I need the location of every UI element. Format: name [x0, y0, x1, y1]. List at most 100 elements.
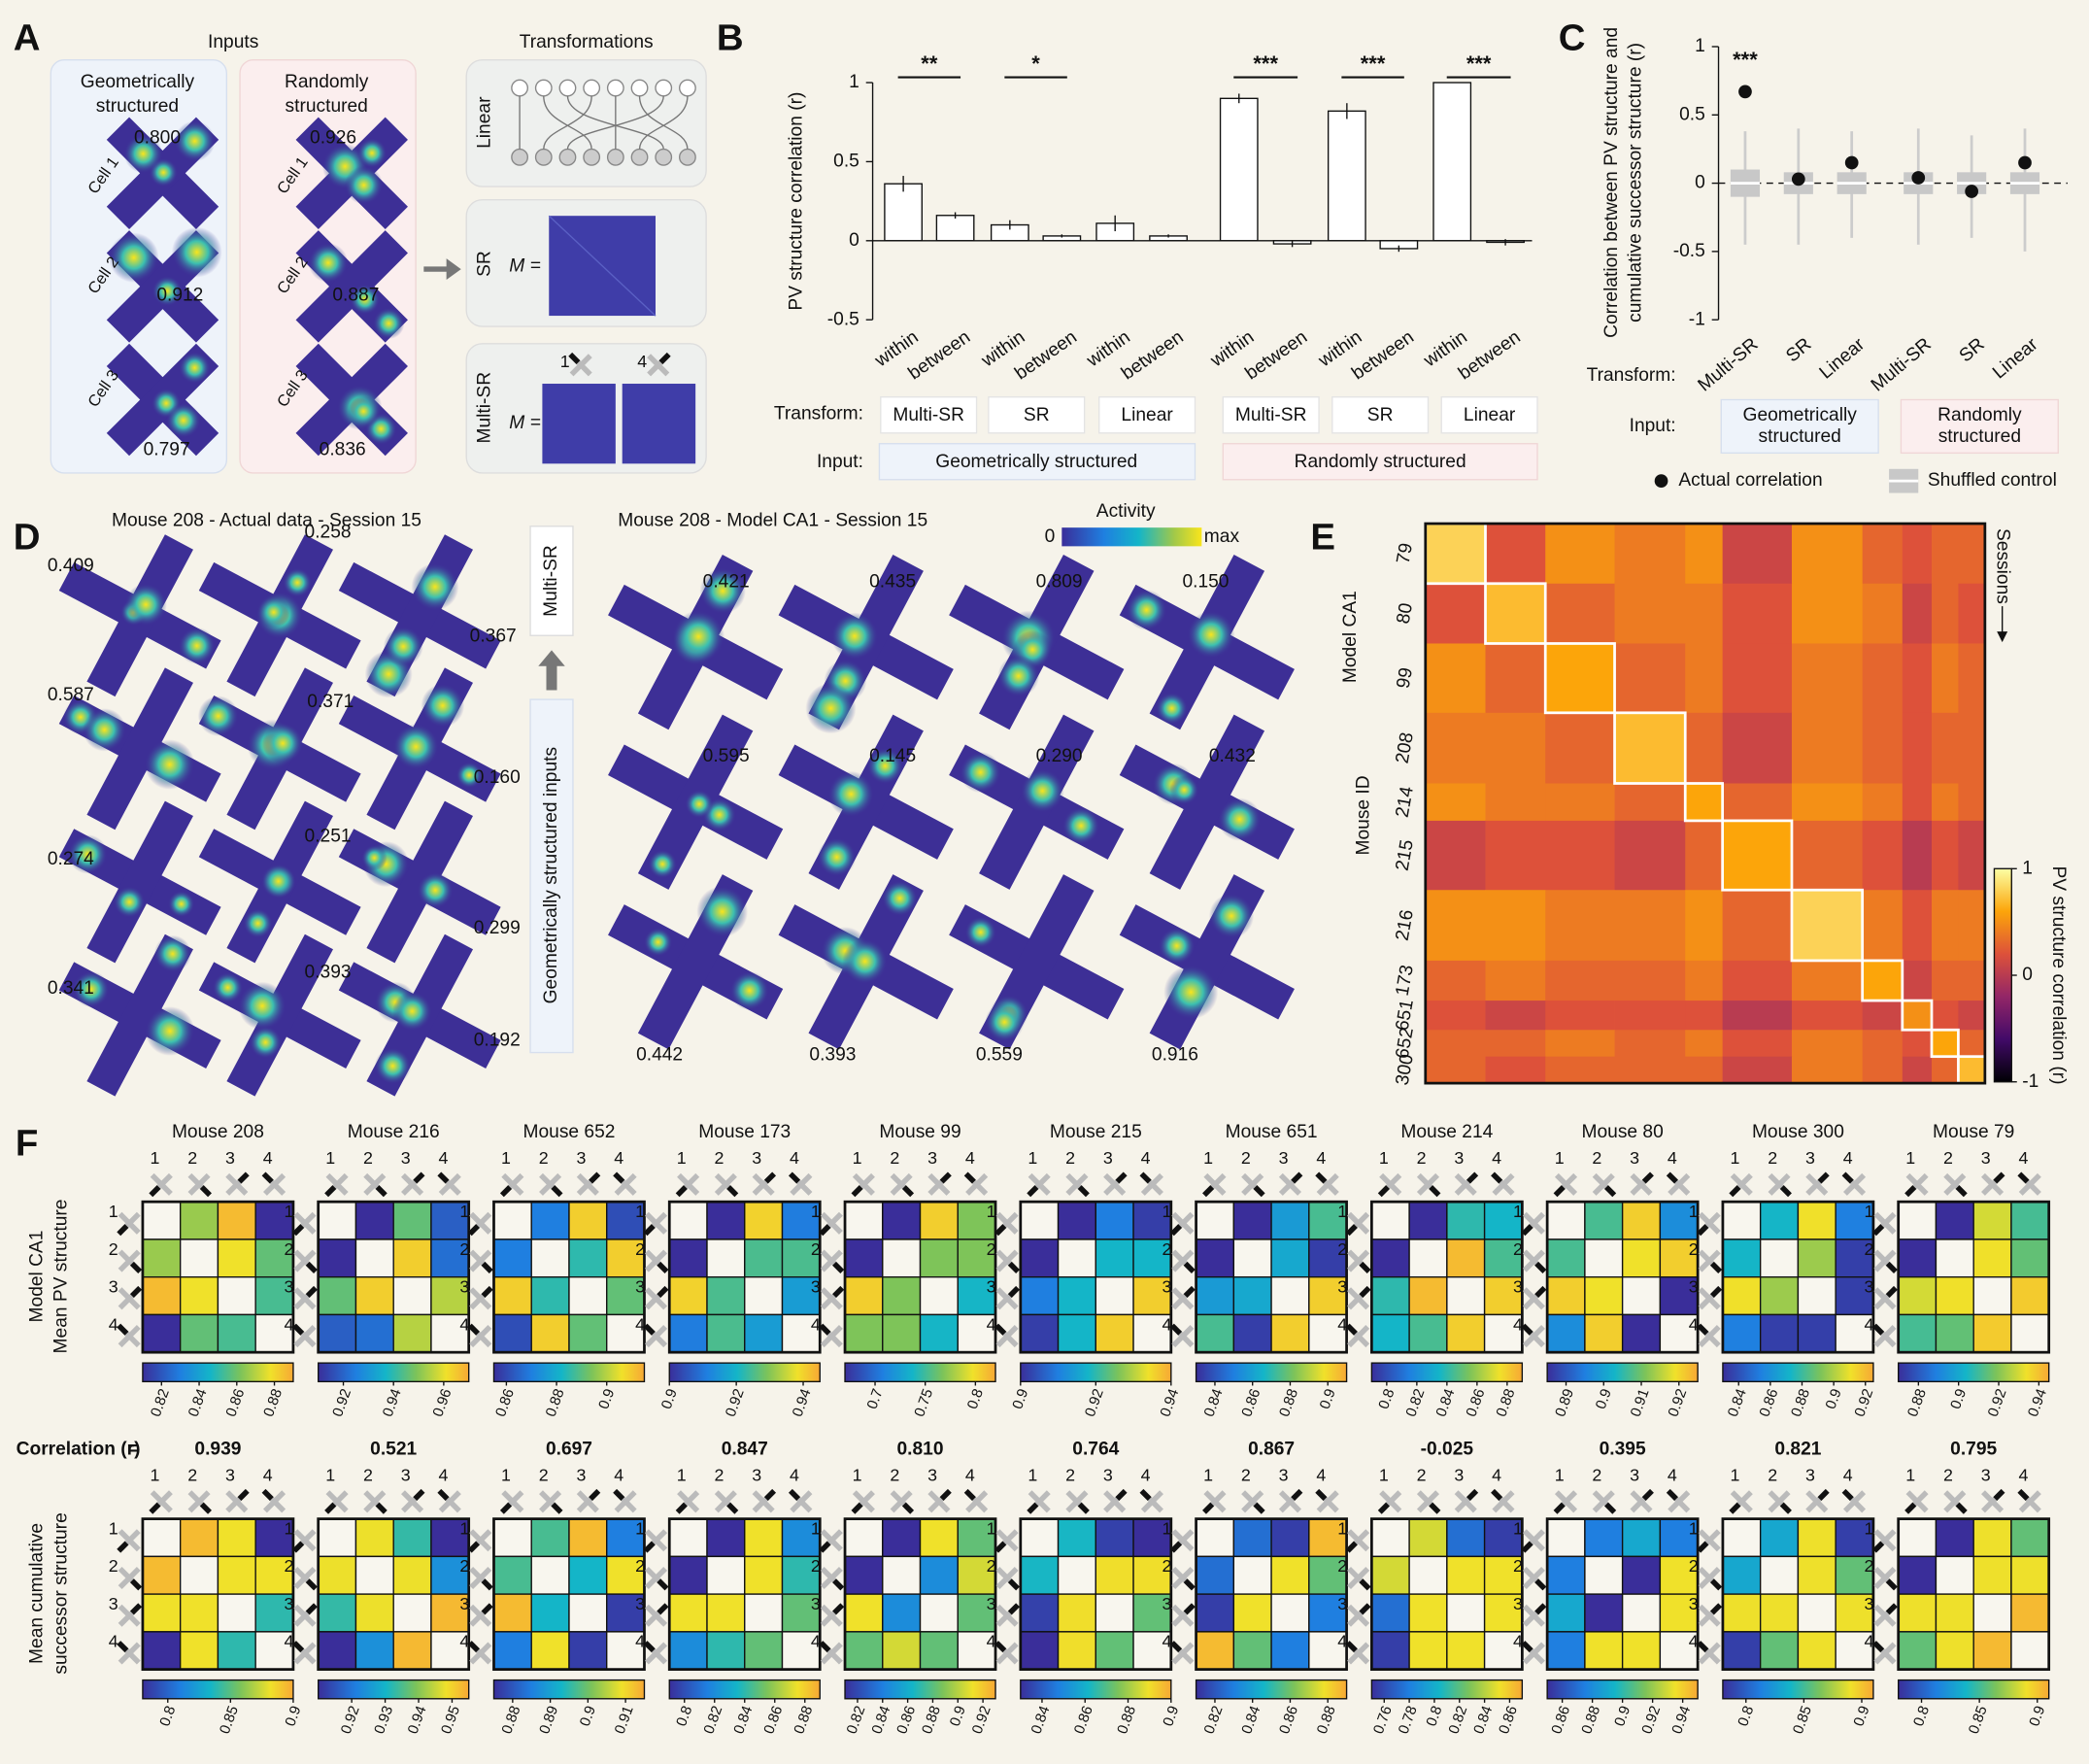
heat-cell	[1685, 524, 1724, 585]
icon	[645, 1249, 668, 1272]
label: 0.595	[703, 746, 750, 766]
index-label: 3	[1981, 1148, 1991, 1168]
icon	[263, 1172, 286, 1196]
heat-cell	[1958, 820, 1986, 891]
matrix-cell	[1370, 1555, 1410, 1595]
label: Mouse ID	[1354, 775, 1374, 855]
icon	[1872, 1224, 1885, 1237]
heat-cell	[1425, 1056, 1486, 1084]
colorbar-tick-label: 0.9	[1611, 1704, 1634, 1729]
icon	[481, 1578, 493, 1591]
field	[260, 864, 296, 899]
icon	[2018, 1490, 2041, 1513]
arm	[295, 230, 408, 343]
icon	[1522, 1642, 1545, 1665]
label: Input:	[817, 452, 863, 472]
diagonal	[548, 215, 657, 317]
index-label: 2	[811, 1239, 821, 1259]
label: PV structure correlation (r)	[2048, 866, 2069, 1085]
heat-cell	[1902, 1056, 1933, 1084]
index-label: 4	[1141, 1465, 1151, 1484]
index-label: 2	[635, 1239, 645, 1259]
matrix-cell	[530, 1275, 570, 1316]
colorbar-tick-label: 0.9	[577, 1704, 599, 1729]
axis-label: Correlation between PV structure and	[1601, 27, 1622, 338]
matrix-cell	[1408, 1201, 1448, 1240]
icon	[1522, 1249, 1545, 1272]
heat-cell	[1862, 524, 1904, 585]
icon	[1521, 1641, 1533, 1653]
node	[655, 148, 673, 166]
index-label: 3	[109, 1594, 118, 1613]
heat-cell	[1722, 1030, 1793, 1058]
matrix-cell	[2010, 1201, 2050, 1240]
diagonal-cell	[1898, 1201, 1937, 1240]
icon	[820, 1566, 843, 1590]
icon	[851, 1185, 863, 1198]
heat-cell	[1545, 783, 1615, 822]
frame	[1019, 1517, 1173, 1671]
icon	[1522, 1566, 1545, 1590]
matrix-cell	[392, 1201, 432, 1240]
field	[257, 595, 290, 628]
icon	[819, 1224, 831, 1237]
legend-label: Actual correlation	[1678, 470, 1822, 491]
panel-label: C	[1559, 17, 1586, 58]
diagonal-cell	[1722, 1201, 1762, 1240]
icon	[1885, 1285, 1898, 1298]
field	[411, 562, 459, 611]
frame	[843, 1517, 997, 1671]
icon	[1841, 1488, 1854, 1501]
icon	[1202, 1502, 1215, 1514]
icon	[1534, 1285, 1547, 1298]
field	[685, 790, 714, 819]
matrix-cell	[318, 1631, 357, 1671]
icon	[437, 1488, 450, 1501]
matrix-cell	[1370, 1275, 1410, 1316]
index-label: 1	[1203, 1148, 1213, 1168]
index-label: 2	[539, 1148, 549, 1168]
field	[866, 747, 904, 785]
icon	[1429, 1185, 1441, 1198]
matrix-cell	[1797, 1238, 1836, 1278]
icon	[1842, 1490, 1867, 1513]
index-label: 1	[1028, 1465, 1037, 1484]
heat-cell	[1545, 524, 1615, 585]
heat-cell	[1425, 583, 1486, 644]
field	[166, 403, 201, 438]
field	[361, 844, 387, 871]
matrix-cell	[744, 1313, 784, 1353]
index-label: 1	[1730, 1465, 1739, 1484]
index-label: 3	[1337, 1594, 1347, 1613]
label: 0.371	[307, 692, 354, 712]
label: Activity	[1096, 501, 1156, 522]
field	[123, 134, 163, 174]
index-label: 4	[614, 1148, 623, 1168]
arm	[86, 667, 193, 831]
colorbar-tick-label: 0.9	[2026, 1704, 2048, 1729]
field	[985, 1002, 1025, 1042]
label: M =	[509, 255, 541, 276]
matrix-cell	[844, 1275, 884, 1316]
icon	[819, 1323, 831, 1336]
place-map	[198, 933, 361, 1097]
matrix-cell	[1308, 1201, 1348, 1240]
box	[1098, 396, 1196, 434]
field	[179, 352, 211, 384]
field	[830, 612, 879, 661]
y-tick-label: 0	[849, 230, 859, 251]
diagonal-cell	[1659, 1631, 1699, 1671]
icon	[726, 1502, 739, 1514]
frame	[317, 1200, 471, 1354]
index-label: 1	[325, 1148, 335, 1168]
field	[648, 849, 677, 879]
matrix-cell	[568, 1517, 608, 1558]
matrix-cell	[392, 1238, 432, 1278]
heat-cell	[1425, 890, 1486, 962]
icon	[1466, 1488, 1479, 1501]
colorbar	[1993, 867, 2012, 1083]
colorbar-tick-label: 0.9	[1009, 1386, 1031, 1411]
diagonal-cell	[2010, 1313, 2050, 1353]
matrix-cell	[1232, 1201, 1272, 1240]
